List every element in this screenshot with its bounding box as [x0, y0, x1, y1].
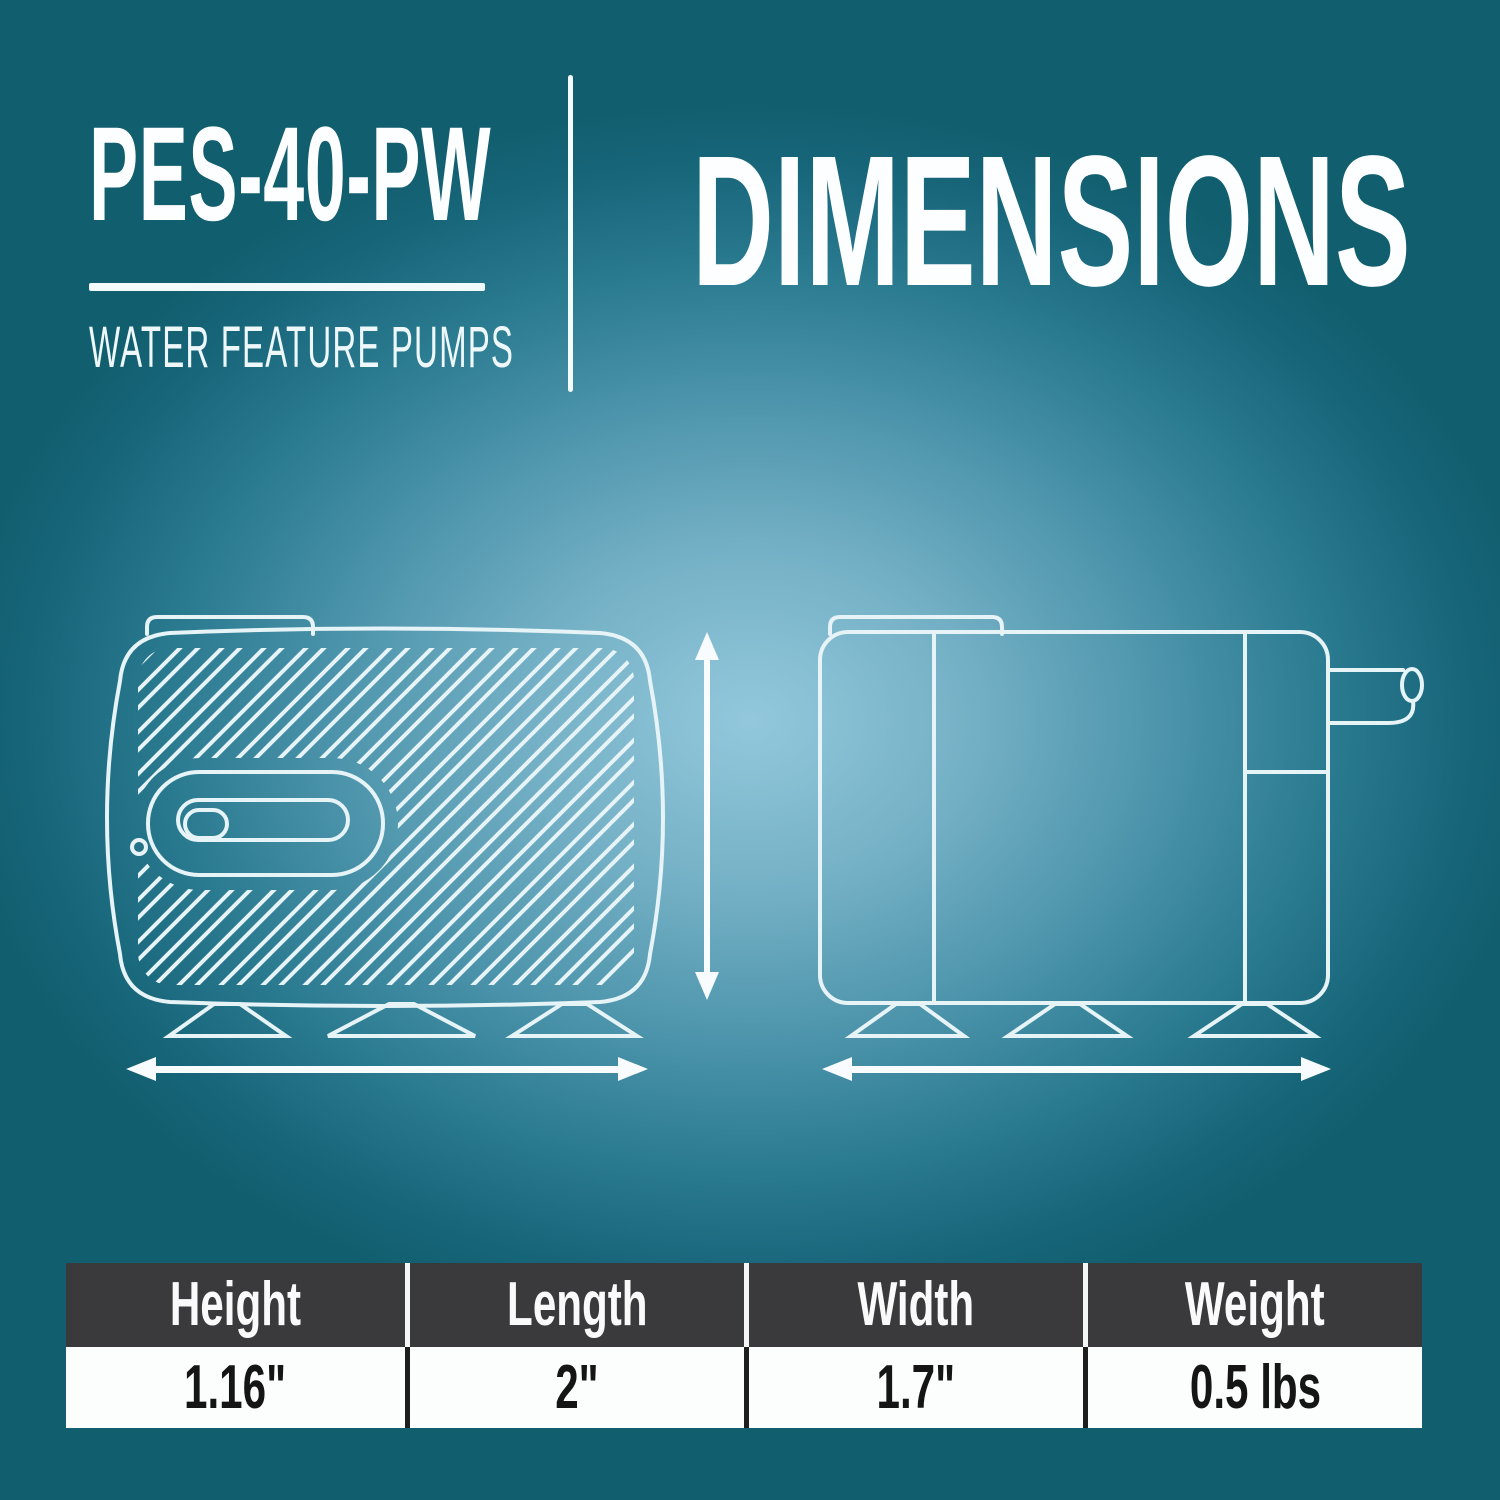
suction-foot — [1001, 1002, 1134, 1038]
spec-value-height: 1.16" — [66, 1347, 405, 1428]
length-arrow — [126, 1057, 648, 1081]
suction-foot — [1187, 1002, 1322, 1038]
pump-side-view — [818, 615, 1424, 1038]
spec-table: Height 1.16" Length 2" Width 1.7" Weig — [66, 1263, 1422, 1428]
header-divider-line — [568, 75, 573, 392]
spec-col-height: Height 1.16" — [66, 1263, 405, 1428]
width-arrow — [822, 1057, 1331, 1081]
model-underline — [89, 283, 485, 291]
spec-col-width: Width 1.7" — [744, 1263, 1083, 1428]
suction-foot — [162, 1002, 293, 1038]
spec-header-length: Length — [405, 1263, 744, 1347]
vent-grille — [138, 648, 634, 985]
pump-top-tab — [828, 615, 1004, 636]
brand-subtitle: WATER FEATURE PUMPS — [89, 315, 515, 380]
spec-col-weight: Weight 0.5 lbs — [1083, 1263, 1422, 1428]
pump-top-tab — [145, 615, 315, 636]
outlet-opening — [1400, 667, 1424, 703]
model-title: PES-40-PW — [89, 100, 492, 249]
suction-foot — [844, 1002, 971, 1038]
pump-body-outline — [818, 630, 1330, 1005]
outlet-tube — [1328, 667, 1424, 725]
suction-foot — [327, 1002, 476, 1038]
page-title: DIMENSIONS — [692, 118, 1411, 325]
spec-value-weight: 0.5 lbs — [1083, 1347, 1422, 1428]
screw-hole — [130, 838, 148, 856]
pump-body-outline — [105, 626, 665, 1008]
spec-header-width: Width — [744, 1263, 1083, 1347]
pump-label-plate — [130, 770, 385, 877]
spec-value-length: 2" — [405, 1347, 744, 1428]
spec-col-length: Length 2" — [405, 1263, 744, 1428]
spec-value-width: 1.7" — [744, 1347, 1083, 1428]
spec-header-weight: Weight — [1083, 1263, 1422, 1347]
suction-foot — [505, 1002, 644, 1038]
height-arrow — [695, 632, 719, 1000]
pump-front-view — [105, 615, 665, 1038]
spec-header-height: Height — [66, 1263, 405, 1347]
